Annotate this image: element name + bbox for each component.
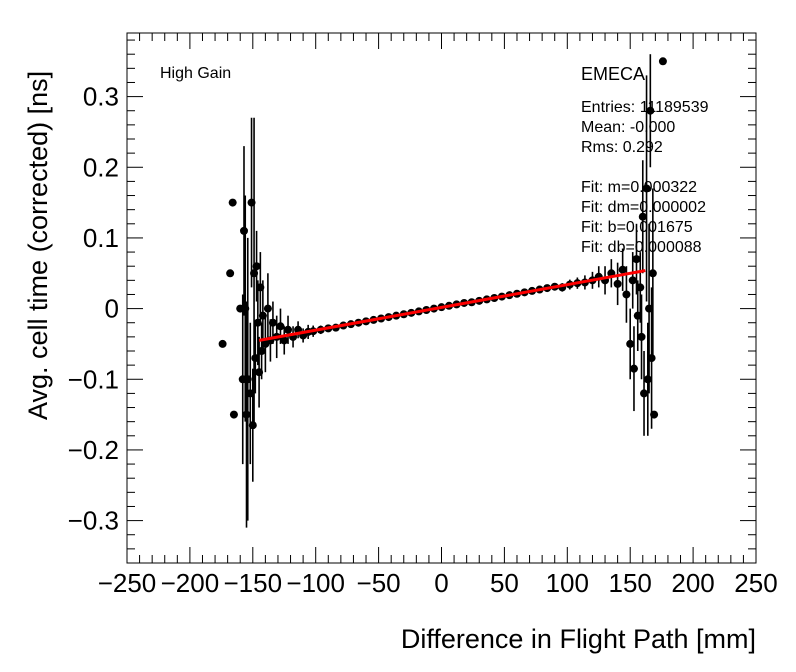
data-point: [252, 262, 261, 271]
data-point: [622, 290, 631, 299]
data-point: [650, 410, 659, 419]
y-tick-label: 0: [105, 294, 119, 324]
data-point: [218, 339, 227, 348]
points-layer: [218, 54, 667, 528]
stats-entries: Entries: 11189539: [581, 99, 709, 116]
x-tick-label: −150: [224, 568, 283, 598]
data-point: [640, 389, 649, 398]
x-tick-label: 50: [490, 568, 519, 598]
data-point: [642, 184, 651, 193]
region-label: EMECA: [581, 64, 646, 84]
fit-db: Fit: db=0.000088: [581, 239, 702, 256]
fit-m: Fit: m=0.000322: [581, 179, 698, 196]
data-point: [626, 339, 635, 348]
data-point: [637, 332, 646, 341]
data-point: [229, 410, 238, 419]
data-point: [638, 212, 647, 221]
data-point: [632, 255, 641, 264]
x-axis: −250 −200 −150 −100 −50 0 50 100 150 200 250: [98, 33, 778, 598]
data-point: [242, 410, 251, 419]
data-point: [239, 226, 248, 235]
data-point: [648, 269, 657, 278]
data-point: [658, 57, 667, 66]
x-axis-label: Difference in Flight Path [mm]: [401, 624, 756, 654]
data-point: [647, 354, 656, 363]
y-tick-label: −0.2: [68, 435, 119, 465]
x-tick-label: 0: [434, 568, 448, 598]
data-point: [636, 283, 645, 292]
x-tick-label: 200: [671, 568, 714, 598]
fit-b: Fit: b=0.001675: [581, 219, 693, 236]
stats-mean: Mean: -0.000: [581, 119, 676, 136]
data-point: [276, 322, 285, 331]
y-axis: −0.3 −0.2 −0.1 0 0.1 0.2 0.3: [68, 39, 756, 564]
data-point: [268, 318, 277, 327]
data-point: [226, 269, 235, 278]
y-tick-label: 0.1: [83, 223, 119, 253]
data-point: [618, 265, 627, 274]
stats-rms: Rms: 0.292: [581, 139, 663, 156]
data-point: [257, 347, 266, 355]
data-point: [248, 421, 257, 430]
y-tick-label: −0.1: [68, 364, 119, 394]
data-point: [643, 375, 652, 384]
gain-label: High Gain: [160, 65, 232, 82]
x-tick-label: −100: [286, 568, 345, 598]
x-tick-label: −50: [357, 568, 401, 598]
data-point: [280, 336, 289, 345]
data-point: [263, 304, 272, 313]
y-axis-label: Avg. cell time (corrected) [ns]: [23, 71, 53, 420]
x-tick-label: −200: [161, 568, 220, 598]
data-point: [646, 106, 655, 115]
fit-dm: Fit: dm=0.000002: [581, 199, 706, 216]
data-point: [228, 198, 237, 207]
x-tick-label: 250: [734, 568, 777, 598]
data-point: [628, 276, 637, 285]
y-tick-label: −0.3: [68, 506, 119, 536]
data-point: [284, 325, 293, 334]
fit-layer: [258, 269, 646, 342]
y-tick-label: 0.3: [83, 82, 119, 112]
data-point: [629, 364, 638, 373]
data-point: [613, 279, 622, 288]
y-tick-label: 0.2: [83, 152, 119, 182]
x-tick-label: 100: [546, 568, 589, 598]
x-tick-label: 150: [609, 568, 652, 598]
fit-line: [258, 269, 646, 342]
x-tick-label: −250: [98, 568, 157, 598]
